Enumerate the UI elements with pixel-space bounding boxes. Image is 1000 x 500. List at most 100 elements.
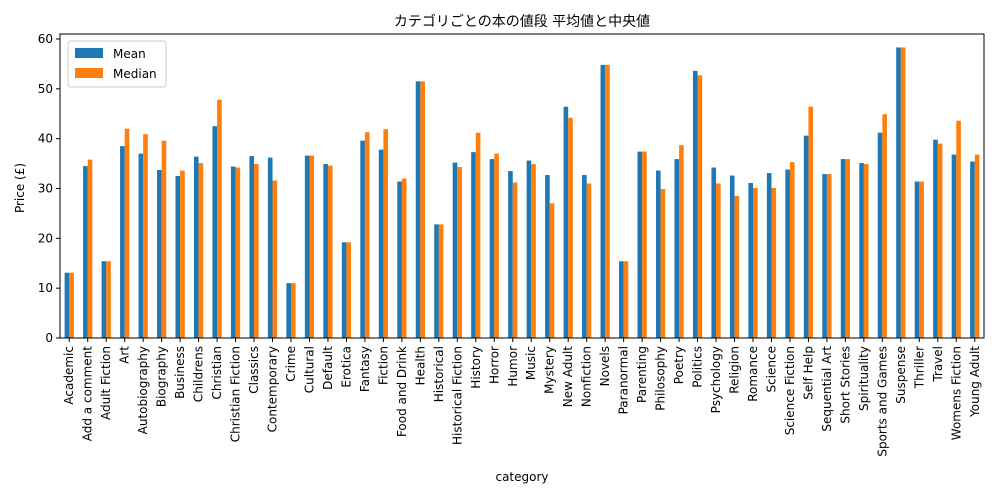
legend-label-mean: Mean bbox=[113, 47, 146, 61]
x-tick-label: Sequential Art bbox=[820, 346, 834, 432]
bar-mean-4 bbox=[138, 153, 144, 338]
x-tick-label: Contemporary bbox=[266, 346, 280, 432]
x-tick-label: Sports and Games bbox=[875, 346, 889, 457]
bar-mean-29 bbox=[600, 64, 606, 339]
bar-median-33 bbox=[679, 145, 684, 338]
x-tick-label: Paranormal bbox=[617, 346, 631, 414]
bar-mean-45 bbox=[896, 47, 901, 339]
bar-median-28 bbox=[586, 183, 592, 338]
bar-mean-46 bbox=[914, 181, 920, 338]
bar-median-16 bbox=[364, 132, 370, 338]
x-tick-label: Christian Fiction bbox=[229, 346, 243, 442]
x-tick-label: Politics bbox=[691, 346, 705, 388]
x-tick-label: History bbox=[469, 346, 483, 389]
bar-median-15 bbox=[346, 242, 352, 338]
bar-mean-36 bbox=[729, 175, 735, 338]
bar-median-37 bbox=[753, 187, 758, 338]
bar-mean-24 bbox=[508, 171, 513, 338]
bar-mean-12 bbox=[286, 283, 291, 338]
bar-mean-44 bbox=[877, 132, 883, 338]
bar-median-30 bbox=[623, 261, 629, 338]
chart-title: カテゴリごとの本の値段 平均値と中央値 bbox=[394, 13, 650, 30]
x-tick-label: Womens Fiction bbox=[949, 346, 963, 440]
bar-median-43 bbox=[863, 164, 869, 338]
x-tick-label: Novels bbox=[598, 346, 612, 386]
x-tick-label: Art bbox=[118, 346, 132, 364]
x-tick-label: Food and Drink bbox=[395, 346, 409, 437]
x-axis-title: category bbox=[495, 470, 548, 484]
bar-mean-0 bbox=[64, 272, 70, 338]
y-tick-label: 50 bbox=[38, 82, 53, 96]
bar-mean-27 bbox=[563, 106, 569, 338]
bar-median-27 bbox=[568, 117, 573, 338]
bar-mean-47 bbox=[933, 139, 938, 338]
y-tick-label: 20 bbox=[38, 231, 53, 245]
x-tick-label: Romance bbox=[746, 346, 760, 402]
bar-mean-14 bbox=[323, 164, 328, 338]
bar-median-10 bbox=[254, 164, 259, 338]
x-tick-label: Fantasy bbox=[358, 346, 372, 392]
x-tick-label: Default bbox=[321, 346, 335, 390]
bar-mean-30 bbox=[619, 261, 624, 338]
bar-median-1 bbox=[87, 159, 93, 338]
bar-mean-31 bbox=[637, 151, 643, 338]
bar-mean-41 bbox=[822, 174, 827, 338]
x-tick-label: Self Help bbox=[801, 346, 815, 400]
x-tick-label: Poetry bbox=[672, 346, 686, 384]
x-tick-label: Health bbox=[413, 346, 427, 385]
x-tick-label: Suspense bbox=[894, 346, 908, 404]
bar-mean-13 bbox=[304, 155, 310, 338]
bar-mean-22 bbox=[471, 152, 476, 338]
bar-median-8 bbox=[217, 99, 222, 338]
bar-median-6 bbox=[180, 170, 185, 338]
bar-median-0 bbox=[69, 272, 74, 338]
plot-frame bbox=[59, 33, 985, 339]
bar-median-26 bbox=[549, 203, 555, 338]
bar-mean-21 bbox=[452, 162, 458, 338]
bar-mean-42 bbox=[840, 159, 846, 338]
bar-median-36 bbox=[734, 195, 740, 338]
bar-mean-23 bbox=[489, 159, 495, 338]
y-axis: 0 10 20 30 40 50 60 bbox=[38, 32, 60, 345]
bar-median-46 bbox=[919, 181, 924, 338]
x-tick-label: Parenting bbox=[635, 346, 649, 403]
x-tick-label: Humor bbox=[506, 346, 520, 387]
bar-mean-38 bbox=[766, 173, 772, 338]
bar-median-29 bbox=[605, 64, 610, 339]
x-tick-label: Short Stories bbox=[838, 346, 852, 424]
x-tick-label: Fiction bbox=[376, 346, 390, 385]
bar-median-40 bbox=[808, 106, 814, 338]
bar-mean-49 bbox=[970, 161, 975, 338]
bar-mean-32 bbox=[655, 170, 661, 338]
bar-mean-28 bbox=[582, 175, 587, 338]
legend-swatch-median bbox=[75, 68, 103, 78]
bar-mean-9 bbox=[230, 166, 236, 338]
bar-mean-17 bbox=[378, 149, 384, 338]
x-tick-label: Horror bbox=[487, 346, 501, 384]
bar-mean-37 bbox=[748, 183, 753, 338]
bar-median-12 bbox=[291, 283, 296, 338]
bar-mean-40 bbox=[803, 135, 809, 338]
x-tick-label: Nonfiction bbox=[580, 346, 594, 407]
x-tick-label: Childrens bbox=[192, 346, 206, 402]
bar-median-31 bbox=[642, 151, 647, 338]
x-tick-label: Music bbox=[524, 346, 538, 380]
x-tick-label: Erotica bbox=[339, 346, 353, 388]
y-axis-title: Price (£) bbox=[13, 163, 27, 213]
bar-median-2 bbox=[106, 261, 111, 338]
bar-mean-34 bbox=[692, 70, 698, 338]
bar-median-47 bbox=[937, 143, 943, 338]
bar-median-32 bbox=[660, 188, 666, 338]
x-tick-label: Thriller bbox=[912, 346, 926, 389]
x-tick-label: Religion bbox=[728, 346, 742, 394]
x-tick-label: Historical bbox=[432, 346, 446, 402]
x-tick-label: Travel bbox=[931, 346, 945, 383]
y-tick-label: 60 bbox=[38, 32, 53, 46]
bar-median-39 bbox=[789, 162, 795, 338]
x-tick-label: Crime bbox=[284, 346, 298, 382]
bar-median-5 bbox=[161, 140, 167, 338]
x-tick-label: Cultural bbox=[302, 346, 316, 393]
bar-median-41 bbox=[826, 174, 832, 338]
x-tick-label: Christian bbox=[210, 346, 224, 400]
